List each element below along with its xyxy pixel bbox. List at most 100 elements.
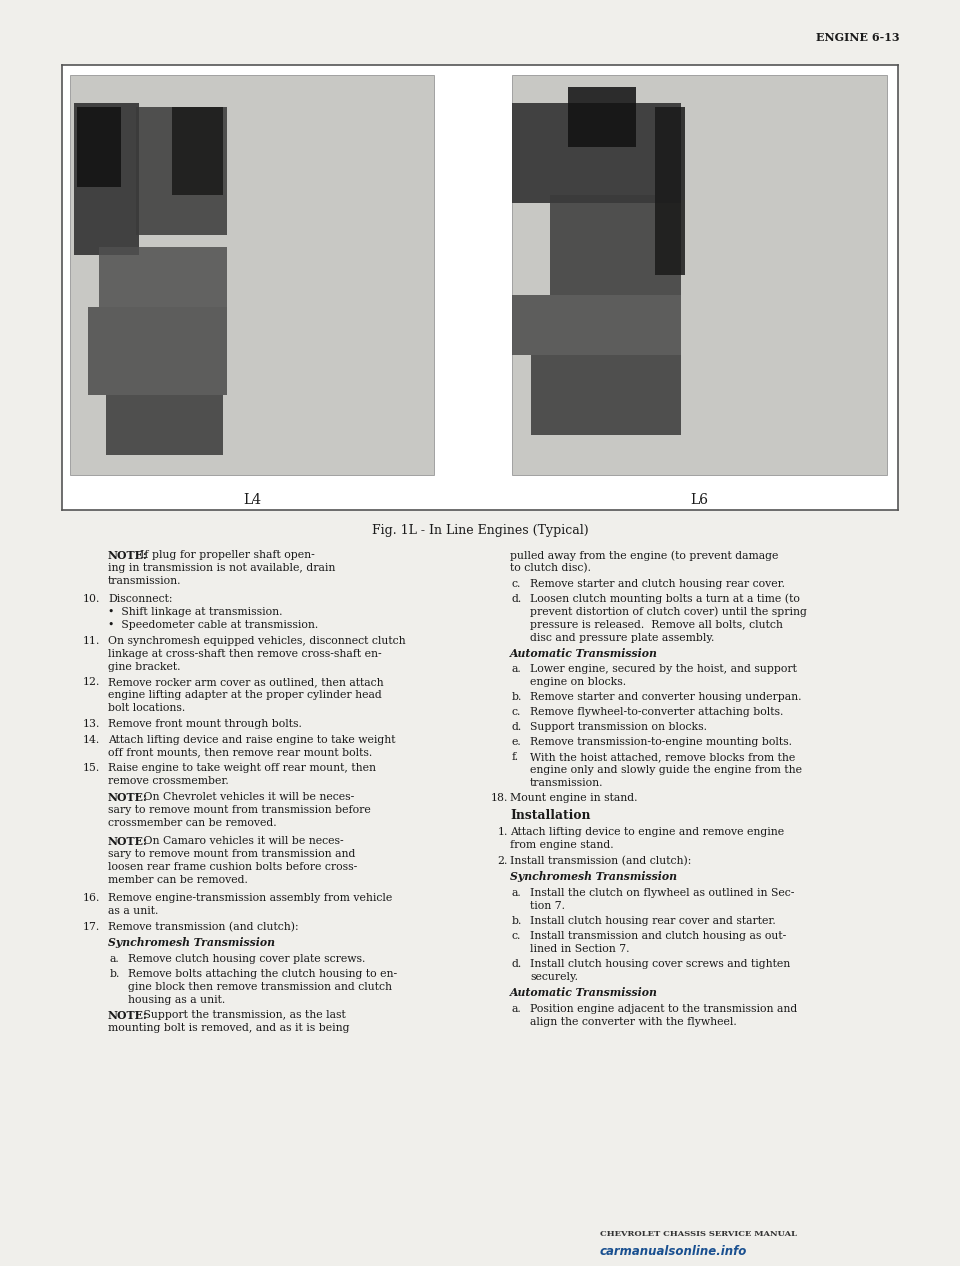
- Text: engine only and slowly guide the engine from the: engine only and slowly guide the engine …: [530, 765, 802, 775]
- Text: Remove starter and clutch housing rear cover.: Remove starter and clutch housing rear c…: [530, 579, 785, 589]
- Bar: [88, 306, 227, 395]
- Text: disc and pressure plate assembly.: disc and pressure plate assembly.: [530, 633, 714, 643]
- Text: housing as a unit.: housing as a unit.: [128, 995, 226, 1005]
- Text: member can be removed.: member can be removed.: [108, 875, 248, 885]
- Text: b.: b.: [110, 970, 120, 979]
- Bar: [568, 87, 636, 147]
- Text: Installation: Installation: [510, 809, 590, 822]
- Text: as a unit.: as a unit.: [108, 906, 158, 917]
- Text: to clutch disc).: to clutch disc).: [510, 563, 591, 573]
- Text: Synchromesh Transmission: Synchromesh Transmission: [108, 937, 275, 948]
- Text: Remove front mount through bolts.: Remove front mount through bolts.: [108, 719, 301, 729]
- Text: crossmember can be removed.: crossmember can be removed.: [108, 818, 276, 828]
- Text: Install the clutch on flywheel as outlined in Sec-: Install the clutch on flywheel as outlin…: [530, 887, 794, 898]
- Text: Remove starter and converter housing underpan.: Remove starter and converter housing und…: [530, 693, 802, 703]
- Text: off front mounts, then remove rear mount bolts.: off front mounts, then remove rear mount…: [108, 748, 372, 757]
- Text: 2.: 2.: [497, 856, 508, 866]
- Text: carmanualsonline.info: carmanualsonline.info: [600, 1244, 748, 1258]
- Text: a.: a.: [512, 887, 521, 898]
- Text: engine on blocks.: engine on blocks.: [530, 677, 626, 687]
- Text: Disconnect:: Disconnect:: [108, 594, 173, 604]
- Bar: [99, 247, 227, 306]
- Text: Install transmission (and clutch):: Install transmission (and clutch):: [510, 856, 691, 866]
- Text: Remove bolts attaching the clutch housing to en-: Remove bolts attaching the clutch housin…: [128, 970, 397, 979]
- Text: linkage at cross-shaft then remove cross-shaft en-: linkage at cross-shaft then remove cross…: [108, 648, 382, 658]
- Text: pressure is released.  Remove all bolts, clutch: pressure is released. Remove all bolts, …: [530, 619, 782, 629]
- Text: Raise engine to take weight off rear mount, then: Raise engine to take weight off rear mou…: [108, 763, 376, 774]
- Text: bolt locations.: bolt locations.: [108, 704, 185, 714]
- Text: transmission.: transmission.: [530, 779, 604, 789]
- Text: pulled away from the engine (to prevent damage: pulled away from the engine (to prevent …: [510, 549, 779, 561]
- Text: Remove rocker arm cover as outlined, then attach: Remove rocker arm cover as outlined, the…: [108, 677, 384, 687]
- Text: Automatic Transmission: Automatic Transmission: [510, 986, 658, 998]
- Text: Install clutch housing cover screws and tighten: Install clutch housing cover screws and …: [530, 958, 790, 968]
- Text: Position engine adjacent to the transmission and: Position engine adjacent to the transmis…: [530, 1004, 797, 1014]
- Text: Remove transmission-to-engine mounting bolts.: Remove transmission-to-engine mounting b…: [530, 737, 792, 747]
- Text: Remove transmission (and clutch):: Remove transmission (and clutch):: [108, 922, 299, 932]
- Text: Support the transmission, as the last: Support the transmission, as the last: [133, 1010, 346, 1020]
- Text: 1.: 1.: [497, 827, 508, 837]
- Text: d.: d.: [512, 722, 522, 732]
- Text: Support transmission on blocks.: Support transmission on blocks.: [530, 722, 707, 732]
- Text: transmission.: transmission.: [108, 576, 181, 586]
- Text: from engine stand.: from engine stand.: [510, 839, 613, 849]
- Bar: [74, 103, 139, 254]
- Bar: [135, 108, 227, 235]
- Bar: [77, 108, 121, 187]
- Text: c.: c.: [512, 708, 521, 718]
- Bar: [172, 108, 223, 195]
- Text: securely.: securely.: [530, 972, 578, 982]
- Bar: [512, 295, 681, 354]
- Text: Loosen clutch mounting bolts a turn at a time (to: Loosen clutch mounting bolts a turn at a…: [530, 594, 800, 604]
- Text: d.: d.: [512, 594, 522, 604]
- Text: Install clutch housing rear cover and starter.: Install clutch housing rear cover and st…: [530, 915, 776, 925]
- Text: 10.: 10.: [83, 594, 100, 604]
- Bar: [531, 354, 681, 436]
- Text: c.: c.: [512, 579, 521, 589]
- Text: gine block then remove transmission and clutch: gine block then remove transmission and …: [128, 982, 392, 993]
- Text: gine bracket.: gine bracket.: [108, 662, 180, 672]
- Text: f.: f.: [512, 752, 519, 762]
- Text: Automatic Transmission: Automatic Transmission: [510, 647, 658, 658]
- Text: sary to remove mount from transmission and: sary to remove mount from transmission a…: [108, 849, 355, 860]
- Text: loosen rear frame cushion bolts before cross-: loosen rear frame cushion bolts before c…: [108, 862, 357, 872]
- Text: Remove engine-transmission assembly from vehicle: Remove engine-transmission assembly from…: [108, 894, 393, 903]
- Text: 17.: 17.: [83, 922, 100, 932]
- Text: e.: e.: [512, 737, 521, 747]
- Text: lined in Section 7.: lined in Section 7.: [530, 944, 630, 953]
- Text: mounting bolt is removed, and as it is being: mounting bolt is removed, and as it is b…: [108, 1023, 349, 1033]
- Text: ing in transmission is not available, drain: ing in transmission is not available, dr…: [108, 563, 335, 573]
- Text: 12.: 12.: [83, 677, 100, 687]
- Bar: [549, 195, 681, 295]
- Bar: [107, 395, 223, 454]
- Text: 18.: 18.: [491, 793, 508, 803]
- Text: tion 7.: tion 7.: [530, 901, 565, 912]
- Text: d.: d.: [512, 958, 522, 968]
- Text: If plug for propeller shaft open-: If plug for propeller shaft open-: [133, 549, 315, 560]
- Text: 13.: 13.: [83, 719, 100, 729]
- Text: •  Shift linkage at transmission.: • Shift linkage at transmission.: [108, 608, 282, 618]
- Text: c.: c.: [512, 931, 521, 941]
- Text: On Camaro vehicles it will be neces-: On Camaro vehicles it will be neces-: [133, 836, 344, 846]
- Text: remove crossmember.: remove crossmember.: [108, 776, 228, 786]
- Text: b.: b.: [512, 915, 522, 925]
- Text: Install transmission and clutch housing as out-: Install transmission and clutch housing …: [530, 931, 786, 941]
- Text: NOTE:: NOTE:: [108, 549, 148, 561]
- Bar: [512, 75, 887, 475]
- Text: On synchromesh equipped vehicles, disconnect clutch: On synchromesh equipped vehicles, discon…: [108, 636, 406, 646]
- Text: ENGINE 6-13: ENGINE 6-13: [816, 32, 900, 43]
- Text: b.: b.: [512, 693, 522, 703]
- Text: Remove flywheel-to-converter attaching bolts.: Remove flywheel-to-converter attaching b…: [530, 708, 783, 718]
- Text: Synchromesh Transmission: Synchromesh Transmission: [510, 871, 677, 882]
- Text: •  Speedometer cable at transmission.: • Speedometer cable at transmission.: [108, 620, 319, 630]
- Text: a.: a.: [512, 1004, 521, 1014]
- Text: L6: L6: [690, 492, 708, 506]
- Text: sary to remove mount from transmission before: sary to remove mount from transmission b…: [108, 805, 371, 815]
- Text: CHEVROLET CHASSIS SERVICE MANUAL: CHEVROLET CHASSIS SERVICE MANUAL: [600, 1231, 797, 1238]
- Text: Attach lifting device to engine and remove engine: Attach lifting device to engine and remo…: [510, 827, 784, 837]
- Text: engine lifting adapter at the proper cylinder head: engine lifting adapter at the proper cyl…: [108, 690, 382, 700]
- Text: a.: a.: [110, 955, 120, 965]
- Text: Remove clutch housing cover plate screws.: Remove clutch housing cover plate screws…: [128, 955, 366, 965]
- Text: Mount engine in stand.: Mount engine in stand.: [510, 793, 637, 803]
- Text: NOTE:: NOTE:: [108, 1010, 148, 1022]
